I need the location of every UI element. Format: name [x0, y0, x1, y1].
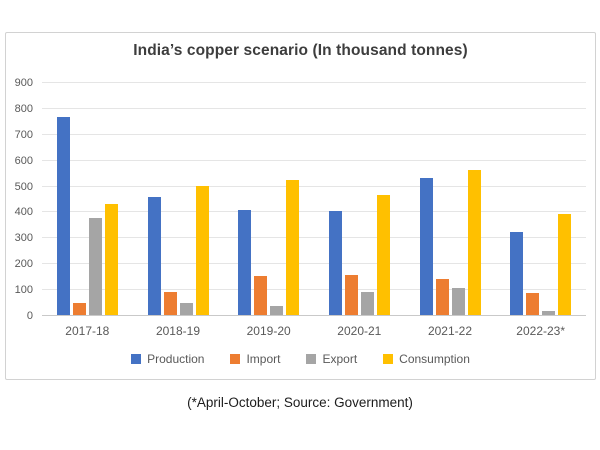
bar-import-2021-22 [435, 278, 449, 315]
legend-label-import: Import [246, 352, 281, 366]
gridline-400 [42, 211, 586, 213]
bar-production-2022-23* [510, 232, 524, 315]
gridline-800 [42, 107, 586, 109]
legend-item-production: Production [131, 352, 204, 366]
y-tick-label-500: 500 [14, 180, 33, 193]
legend-label-export: Export [322, 352, 358, 366]
bar-consumption-2022-23* [558, 214, 572, 315]
bar-production-2017-18 [56, 116, 70, 315]
legend-marker-export [306, 354, 317, 364]
x-category-label-2021-22: 2021-22 [427, 324, 472, 338]
gridline-300 [42, 237, 586, 239]
bar-export-2017-18 [88, 217, 102, 315]
y-tick-label-400: 400 [14, 206, 33, 219]
bar-export-2021-22 [451, 287, 465, 315]
bar-production-2019-20 [238, 210, 252, 315]
gridline-700 [42, 133, 586, 135]
y-tick-label-200: 200 [14, 258, 33, 271]
x-category-label-2019-20: 2019-20 [246, 324, 291, 338]
gridline-0 [42, 315, 586, 316]
gridline-200 [42, 263, 586, 265]
legend-item-import: Import [230, 352, 280, 366]
bar-consumption-2017-18 [104, 203, 118, 315]
legend-label-production: Production [147, 352, 205, 366]
x-category-label-2022-23*: 2022-23* [516, 324, 566, 338]
bar-production-2021-22 [419, 177, 433, 315]
gridline-900 [42, 82, 586, 83]
legend-marker-production [131, 354, 142, 364]
bar-production-2020-21 [328, 211, 342, 315]
y-axis-labels: 0 100 200 300 400 500 600 700 800 900 [6, 77, 37, 322]
bar-consumption-2021-22 [467, 170, 481, 315]
x-category-label-2020-21: 2020-21 [337, 324, 382, 338]
bar-consumption-2020-21 [376, 194, 390, 315]
gridline-500 [42, 185, 586, 187]
x-category-label-2018-19: 2018-19 [155, 324, 200, 338]
bar-consumption-2018-19 [195, 185, 209, 315]
legend-item-consumption: Consumption [383, 352, 470, 366]
bar-export-2020-21 [360, 291, 374, 315]
bar-import-2018-19 [163, 291, 177, 315]
gridline-100 [42, 289, 586, 291]
legend-label-consumption: Consumption [399, 352, 470, 366]
y-tick-label-0: 0 [26, 310, 33, 322]
bar-export-2018-19 [179, 303, 193, 315]
y-tick-label-800: 800 [14, 102, 33, 115]
bar-export-2022-23* [542, 311, 556, 315]
bar-production-2018-19 [147, 197, 161, 315]
legend-item-export: Export [306, 352, 357, 366]
gridline-600 [42, 159, 586, 161]
bar-export-2019-20 [270, 305, 284, 315]
x-category-label-2017-18: 2017-18 [65, 324, 110, 338]
bar-import-2019-20 [254, 276, 268, 315]
footnote: (*April-October; Source: Government) [187, 395, 413, 410]
bar-consumption-2019-20 [286, 180, 300, 315]
bar-import-2022-23* [526, 293, 540, 315]
chart-panel: India’s copper scenario (In thousand ton… [5, 32, 596, 380]
y-tick-label-900: 900 [14, 77, 33, 89]
plot-area: 2017-18 2018-19 2019-20 2020-21 2021-22 2022-… [42, 82, 586, 338]
y-tick-label-600: 600 [14, 154, 33, 167]
chart-title: India’s copper scenario (In thousand ton… [133, 42, 468, 59]
legend: Production Import Export Consumption [6, 352, 595, 366]
bar-import-2020-21 [344, 274, 358, 315]
bar-import-2017-18 [72, 303, 86, 315]
legend-marker-consumption [383, 354, 394, 364]
y-tick-label-700: 700 [14, 128, 33, 141]
legend-marker-import [230, 354, 241, 364]
y-tick-label-100: 100 [14, 284, 33, 297]
y-tick-label-300: 300 [14, 232, 33, 245]
